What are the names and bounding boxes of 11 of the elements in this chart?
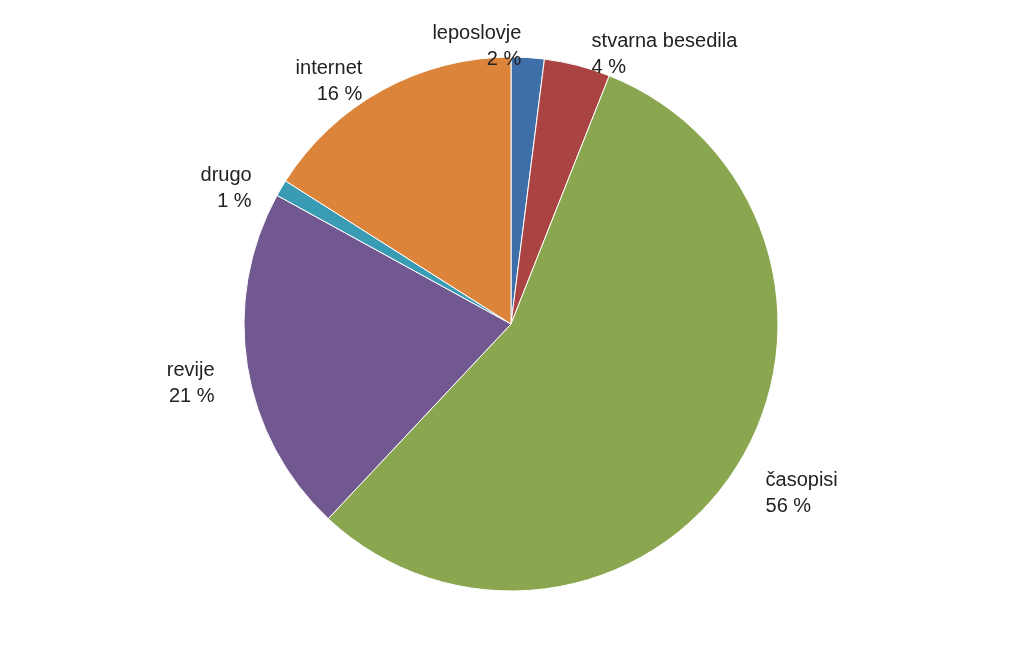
data-label: 16 %: [316, 82, 363, 105]
data-label: 4 %: [591, 55, 627, 78]
data-label: 21 %: [169, 383, 215, 406]
data-label: 56 %: [765, 494, 812, 517]
slice-label: časopisi: [765, 468, 838, 491]
slice-label: revije: [166, 357, 215, 380]
slice-label: leposlovje: [432, 20, 522, 43]
slice-label: internet: [295, 56, 363, 79]
data-label: 1 %: [217, 189, 252, 212]
slice-label: stvarna besedila: [591, 29, 739, 52]
slice-label: drugo: [200, 163, 252, 186]
